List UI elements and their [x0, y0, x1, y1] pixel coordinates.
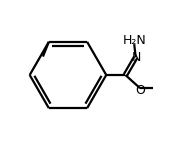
Text: N: N	[132, 51, 141, 64]
Text: H₂N: H₂N	[122, 34, 146, 47]
Text: O: O	[135, 84, 145, 97]
